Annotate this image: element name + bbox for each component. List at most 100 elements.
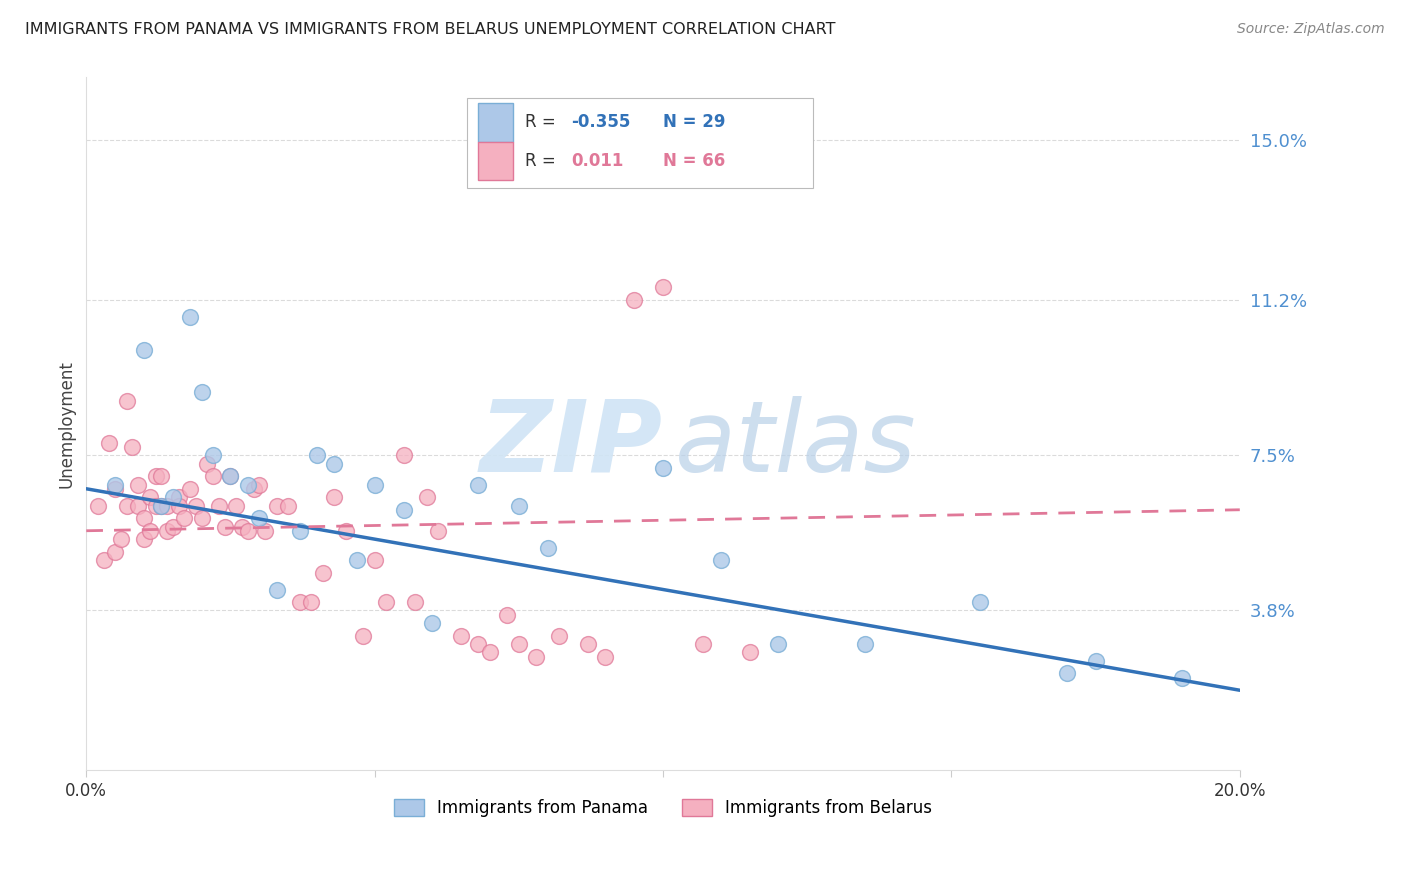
Point — [219, 469, 242, 483]
Point — [98, 435, 121, 450]
Point — [595, 649, 617, 664]
Point — [162, 490, 184, 504]
Point — [277, 499, 299, 513]
Point — [450, 629, 472, 643]
Point — [202, 448, 225, 462]
Point — [197, 457, 219, 471]
Point — [145, 469, 167, 483]
Point — [219, 469, 242, 483]
Point — [145, 499, 167, 513]
Point — [288, 595, 311, 609]
Point — [167, 490, 190, 504]
Point — [104, 545, 127, 559]
Point — [214, 519, 236, 533]
Point — [346, 553, 368, 567]
Point — [305, 448, 328, 462]
Point — [415, 490, 437, 504]
Point — [132, 511, 155, 525]
Point — [738, 645, 761, 659]
Point — [467, 477, 489, 491]
Point — [392, 448, 415, 462]
Point — [524, 649, 547, 664]
Text: 0.011: 0.011 — [571, 152, 623, 169]
Point — [236, 477, 259, 491]
Text: atlas: atlas — [675, 396, 917, 493]
Point — [1084, 654, 1107, 668]
Text: R =: R = — [524, 113, 561, 131]
Point — [110, 532, 132, 546]
Point — [1171, 671, 1194, 685]
Point — [312, 566, 335, 580]
Point — [323, 490, 346, 504]
Point — [127, 499, 149, 513]
Point — [202, 469, 225, 483]
Point — [768, 637, 790, 651]
Point — [132, 532, 155, 546]
Bar — [478, 142, 513, 179]
Point — [104, 477, 127, 491]
Point — [1056, 666, 1078, 681]
Point — [156, 499, 179, 513]
Point — [236, 524, 259, 538]
Text: ZIP: ZIP — [479, 396, 664, 493]
Point — [179, 310, 201, 324]
Point — [127, 477, 149, 491]
Point — [375, 595, 398, 609]
Point — [323, 457, 346, 471]
Point — [179, 482, 201, 496]
Point — [247, 511, 270, 525]
Point — [87, 499, 110, 513]
Text: N = 66: N = 66 — [664, 152, 725, 169]
Text: N = 29: N = 29 — [664, 113, 725, 131]
Bar — [478, 103, 513, 142]
Point — [150, 499, 173, 513]
Point — [479, 645, 502, 659]
Point — [853, 637, 876, 651]
Point — [467, 637, 489, 651]
Point — [162, 519, 184, 533]
Point — [150, 499, 173, 513]
Point — [420, 616, 443, 631]
Point — [208, 499, 231, 513]
Point — [427, 524, 450, 538]
Point — [138, 524, 160, 538]
Point — [104, 482, 127, 496]
Point — [710, 553, 733, 567]
Point — [115, 393, 138, 408]
Point — [93, 553, 115, 567]
Point — [266, 582, 288, 597]
Point — [231, 519, 253, 533]
Point — [496, 607, 519, 622]
Point — [266, 499, 288, 513]
Point — [247, 477, 270, 491]
Point — [969, 595, 991, 609]
Point — [652, 280, 675, 294]
Text: -0.355: -0.355 — [571, 113, 630, 131]
Point — [184, 499, 207, 513]
Point — [299, 595, 322, 609]
Point — [508, 637, 530, 651]
Point — [150, 469, 173, 483]
Point — [190, 385, 212, 400]
Point — [508, 499, 530, 513]
Point — [138, 490, 160, 504]
Point — [167, 499, 190, 513]
Point — [392, 502, 415, 516]
Point — [132, 343, 155, 358]
Point — [335, 524, 357, 538]
Point — [623, 293, 645, 307]
Point — [121, 440, 143, 454]
Point — [115, 499, 138, 513]
Point — [537, 541, 560, 555]
Point — [254, 524, 277, 538]
FancyBboxPatch shape — [467, 98, 813, 188]
Text: R =: R = — [524, 152, 561, 169]
Point — [548, 629, 571, 643]
Point — [225, 499, 247, 513]
Y-axis label: Unemployment: Unemployment — [58, 359, 75, 488]
Point — [156, 524, 179, 538]
Point — [363, 477, 385, 491]
Text: Source: ZipAtlas.com: Source: ZipAtlas.com — [1237, 22, 1385, 37]
Point — [576, 637, 599, 651]
Point — [190, 511, 212, 525]
